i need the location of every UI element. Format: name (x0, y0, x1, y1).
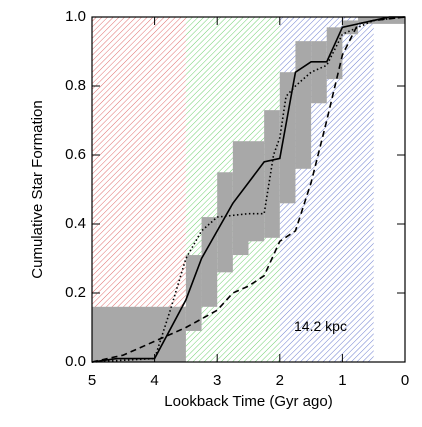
series-line (91, 16, 405, 363)
x-tick-label: 4 (150, 372, 158, 389)
region (92, 17, 186, 362)
band-bin (295, 41, 312, 169)
y-axis-label: Cumulative Star Formation (29, 100, 46, 278)
y-tick-label: 0.4 (65, 215, 86, 232)
band-bin (326, 27, 343, 80)
band-bin (185, 255, 202, 331)
y-tick-label: 1.0 (65, 8, 86, 25)
band-bin (279, 72, 296, 204)
series-line (91, 16, 406, 363)
band-bin (217, 172, 233, 273)
x-tick-label: 5 (88, 372, 96, 389)
y-tick-label: 0.6 (65, 146, 86, 163)
x-tick-label: 2 (276, 372, 284, 389)
y-tick-label: 0.2 (65, 284, 86, 301)
x-tick-label: 1 (338, 372, 346, 389)
x-tick-label: 0 (401, 372, 409, 389)
x-tick-label: 3 (213, 372, 221, 389)
band-bin (248, 141, 265, 242)
band-bin (311, 41, 327, 104)
x-axis-label: Lookback Time (Gyr ago) (164, 393, 332, 410)
y-tick-label: 0.8 (65, 77, 86, 94)
plot-frame (91, 16, 406, 363)
annotation: 14.2 kpc (294, 318, 347, 334)
band-bin (201, 217, 218, 307)
band-bin (232, 141, 249, 256)
band-bin (358, 17, 405, 24)
y-tick-label: 0.0 (65, 353, 86, 370)
band-bin (264, 110, 280, 238)
